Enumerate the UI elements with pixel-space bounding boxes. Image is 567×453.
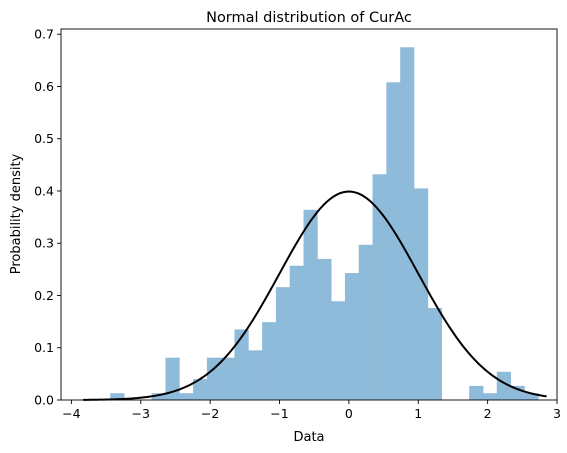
histogram-bar xyxy=(372,174,387,400)
histogram-bar xyxy=(317,258,332,400)
histogram-bar xyxy=(110,393,125,400)
x-tick-label: 1 xyxy=(414,406,422,421)
y-tick-label: 0.4 xyxy=(34,183,54,198)
histogram-bar xyxy=(206,357,222,400)
histogram-bar xyxy=(289,265,304,400)
y-tick-label: 0.3 xyxy=(34,236,54,251)
y-tick-label: 0.0 xyxy=(34,393,54,408)
x-tick-label: −4 xyxy=(62,406,80,421)
histogram-bar xyxy=(179,393,194,400)
histogram-bar xyxy=(400,47,415,400)
histogram-bar xyxy=(303,209,318,400)
y-axis-ticks: 0.0 0.1 0.2 0.3 0.4 0.5 0.6 0.7 xyxy=(34,27,61,408)
y-tick-label: 0.7 xyxy=(34,27,54,42)
histogram-bar xyxy=(165,357,180,400)
x-tick-label: 2 xyxy=(484,406,492,421)
x-tick-label: 3 xyxy=(553,406,561,421)
histogram-bar xyxy=(510,385,525,400)
histogram-bar xyxy=(220,357,235,400)
y-axis-label: Probability density xyxy=(9,153,24,274)
histogram-bar xyxy=(344,273,360,400)
histogram-bar xyxy=(386,82,401,401)
x-tick-label: 0 xyxy=(345,406,353,421)
histogram-bar xyxy=(524,393,539,400)
x-tick-label: −2 xyxy=(201,406,219,421)
histogram-bar xyxy=(262,322,277,400)
y-tick-label: 0.6 xyxy=(34,79,54,94)
histogram-bar xyxy=(193,379,208,400)
histogram-bar xyxy=(248,350,263,400)
histogram-bar xyxy=(275,287,291,400)
y-tick-label: 0.1 xyxy=(34,340,54,355)
y-tick-label: 0.5 xyxy=(34,131,54,146)
histogram-bar xyxy=(358,244,373,400)
histogram-bar xyxy=(496,371,511,400)
chart-title: Normal distribution of CurAc xyxy=(206,10,412,26)
histogram-bar xyxy=(331,301,346,400)
x-tick-label: −3 xyxy=(132,406,150,421)
x-axis-label: Data xyxy=(293,430,324,445)
histogram-bars xyxy=(110,47,539,401)
x-axis-ticks: −4 −3 −2 −1 0 1 2 3 xyxy=(62,400,561,421)
normal-pdf-curve xyxy=(83,190,547,401)
plot-frame xyxy=(60,28,558,401)
x-tick-label: −1 xyxy=(270,406,288,421)
histogram-bar xyxy=(482,393,498,400)
histogram-bar xyxy=(413,188,429,400)
y-tick-label: 0.2 xyxy=(34,288,54,303)
histogram-bar xyxy=(234,329,249,400)
histogram-bar xyxy=(151,393,166,400)
histogram-bar xyxy=(469,385,484,400)
histogram-bar xyxy=(427,308,442,400)
